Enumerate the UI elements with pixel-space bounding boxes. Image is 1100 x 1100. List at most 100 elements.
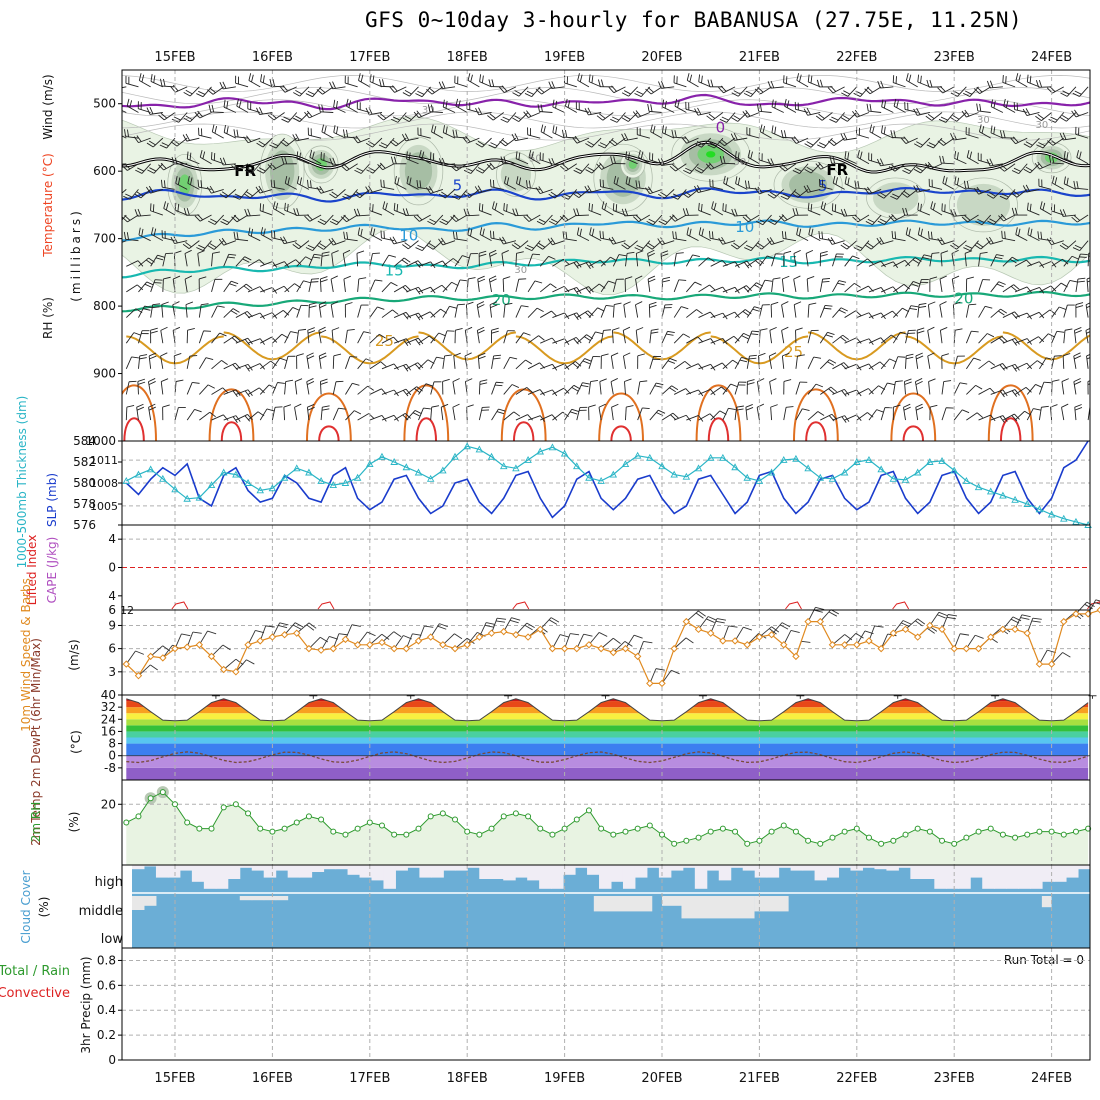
wind-barb — [442, 306, 450, 318]
cloud-high-clear — [251, 865, 265, 871]
wind-barb — [150, 210, 163, 216]
wind-barb-flag — [246, 135, 252, 142]
wind-barb — [588, 209, 602, 216]
wind-barb-flag — [419, 180, 422, 188]
wind-barb-flag — [879, 218, 887, 223]
wind-barb — [491, 355, 495, 369]
wind-barb-flag — [380, 142, 388, 147]
wind-barb-flag — [243, 285, 251, 291]
wind-barb — [555, 214, 565, 225]
wind-barb — [211, 188, 224, 194]
wind-barb — [164, 112, 176, 121]
wind-barb-flag — [479, 227, 483, 235]
wind-barb-flag — [307, 381, 315, 386]
wind-barb-flag — [820, 250, 828, 254]
wind-barb-flag — [754, 187, 760, 195]
wind-barb-flag — [658, 81, 662, 89]
wind-barb-flag — [950, 244, 957, 250]
wind-barb-flag — [523, 332, 531, 336]
wind-barb — [711, 208, 724, 216]
wind-barb — [591, 163, 602, 174]
cloud-high-clear — [287, 865, 301, 878]
wind-barb-flag — [511, 133, 516, 141]
wind-barb-flag — [500, 156, 504, 164]
wind-barb-flag — [1071, 110, 1077, 118]
wind-barb-flag — [258, 259, 265, 266]
wind-barb-flag — [996, 254, 1004, 257]
wind-barb — [1063, 157, 1077, 165]
rh2m-marker — [622, 828, 629, 835]
wind-barb — [783, 407, 787, 421]
wind-barb-flag — [463, 208, 467, 216]
wind-barb-flag — [916, 355, 924, 360]
wind-speed-marker — [378, 638, 386, 647]
wind-barb-flag — [458, 100, 461, 108]
wind-barb-flag — [265, 625, 275, 628]
wind-barb-flag — [356, 208, 361, 216]
wind-speed-marker — [268, 633, 277, 641]
wind-barb-flag — [498, 86, 505, 93]
y-tick-precip: 0.2 — [97, 1028, 116, 1042]
wind-barb-flag — [743, 626, 753, 631]
wind-barb — [1062, 214, 1077, 217]
wind-barb-flag — [806, 184, 811, 192]
wind-speed-marker — [767, 631, 776, 639]
wind-barb — [491, 163, 504, 171]
wind-barb-flag — [647, 275, 656, 280]
wind-barb — [174, 407, 179, 421]
wind-barb — [515, 332, 524, 344]
wind-barb — [345, 330, 348, 344]
wind-barb — [883, 189, 894, 199]
wind-barb-flag — [438, 332, 446, 337]
wind-barb-flag — [975, 384, 983, 390]
rh2m-marker — [744, 840, 751, 847]
wind-barb-flag — [331, 191, 339, 197]
wind-barb-flag — [769, 191, 777, 197]
wind-barb — [454, 279, 461, 293]
wind-barb-flag — [232, 364, 238, 371]
wind-barb-flag — [382, 201, 386, 209]
wind-barb-flag — [828, 611, 838, 617]
wind-barb — [333, 106, 346, 113]
wind-barb — [1076, 214, 1089, 223]
wind-barb-flag — [221, 191, 229, 197]
wind-barb-flag — [896, 100, 899, 108]
wind-barb — [673, 360, 686, 370]
rh2m-marker — [805, 837, 812, 844]
wind-barb — [551, 86, 565, 89]
wind-barb — [369, 210, 383, 216]
wind-barb-flag — [971, 330, 979, 333]
wind-barb-flag — [513, 411, 521, 417]
cloud-high-clear — [167, 865, 181, 878]
wind-barb-flag — [271, 261, 278, 268]
wind-barb-flag — [1031, 620, 1041, 623]
wind-barb-flag — [582, 360, 590, 365]
wind-barb-flag — [1011, 256, 1019, 262]
wind-barb-flag — [562, 214, 569, 221]
rh-blob — [789, 171, 828, 198]
wind-barb — [504, 182, 517, 190]
wind-barb — [869, 86, 882, 95]
wind-barb-flag — [672, 214, 678, 221]
wind-barb — [1050, 407, 1053, 421]
wind-barb — [832, 415, 845, 421]
wind-barb-flag — [312, 256, 321, 259]
wind-barb-flag — [442, 99, 445, 108]
wind-barb-flag — [745, 403, 753, 408]
wind-barb — [1014, 286, 1028, 293]
wind-barb — [640, 86, 651, 97]
rh2m-marker — [305, 813, 312, 820]
wind-barb — [1075, 112, 1089, 118]
wind-barb-flag — [904, 381, 912, 385]
wind-barb-flag — [772, 277, 781, 280]
wind-barb — [990, 163, 1003, 167]
wind-barb — [908, 163, 919, 174]
wind-barb-flag — [230, 280, 239, 285]
wind-barb — [552, 106, 565, 113]
wind-barb — [369, 414, 383, 421]
wind-barb — [805, 253, 809, 267]
wind-barb-flag — [357, 227, 361, 235]
wind-speed-marker — [1060, 617, 1068, 626]
wind-barb — [623, 304, 626, 318]
